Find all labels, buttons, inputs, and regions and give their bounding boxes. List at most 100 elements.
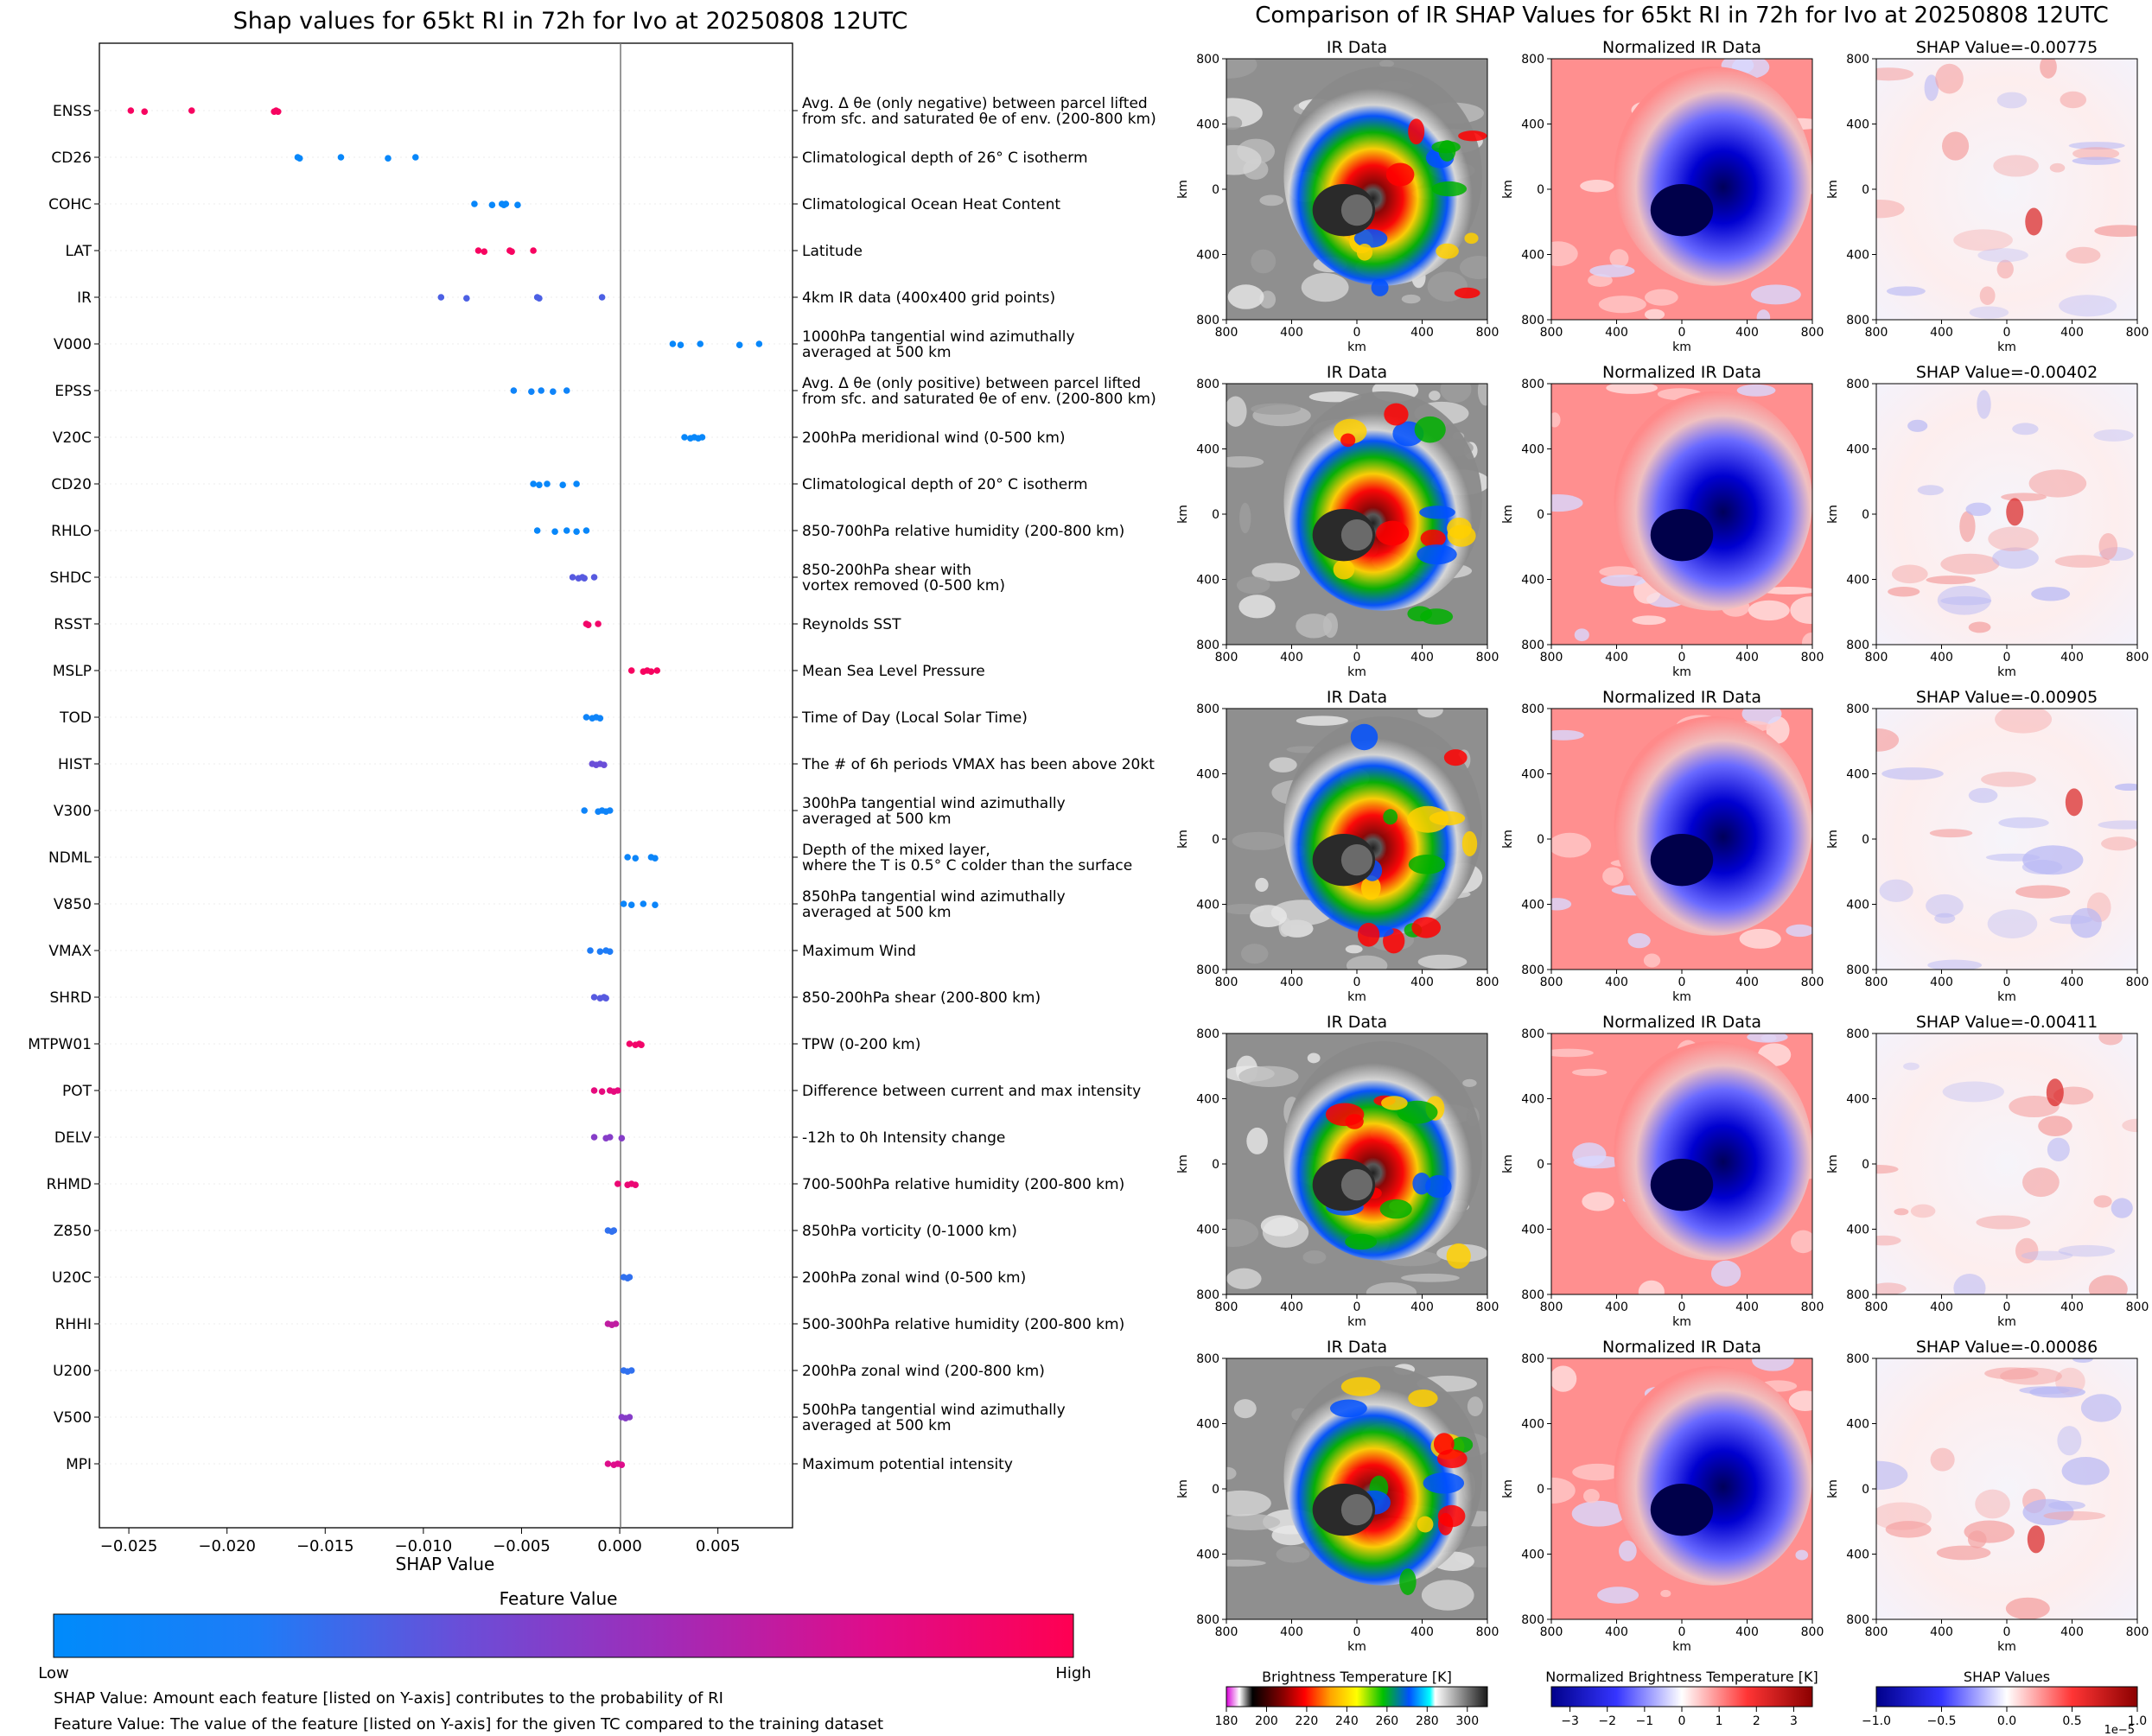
x-tick-label: 400	[1280, 1300, 1303, 1314]
panel-title: Normalized IR Data	[1602, 363, 1761, 382]
x-axis-label: km	[1997, 340, 2016, 354]
y-tick-label: 400	[1846, 768, 1869, 782]
y-tick-label: 800	[1846, 639, 1869, 652]
colorbar-tick-label: 1	[1716, 1714, 1723, 1728]
y-tick-label: 0	[1212, 1483, 1219, 1497]
x-tick-label: 0	[1353, 1625, 1361, 1639]
panel-shap-3: SHAP Value=-0.00905800800400400004004008…	[1826, 688, 2149, 1004]
feature-label-mpi: MPI	[66, 1456, 92, 1473]
colorbar-tick-label: 300	[1455, 1714, 1479, 1728]
x-tick-label: −0.025	[100, 1537, 158, 1555]
x-axis-label: km	[1672, 665, 1691, 679]
x-tick-label: −0.005	[493, 1537, 551, 1555]
y-tick-label: 0	[1862, 833, 1869, 847]
shap-point-vmax	[606, 948, 614, 955]
feature-description: -12h to 0h Intensity change	[802, 1129, 1005, 1147]
x-tick-label: 400	[1410, 976, 1434, 989]
x-tick-label: 800	[1540, 326, 1563, 340]
y-tick-label: 400	[1196, 1224, 1219, 1237]
y-tick-label: 800	[1521, 639, 1544, 652]
normalized-temp-colorbar: Normalized Brightness Temperature [K] −3…	[1545, 1669, 1818, 1728]
y-tick-label: 400	[1846, 899, 1869, 913]
panel-title: Normalized IR Data	[1602, 1013, 1761, 1032]
shap-point-mslp	[653, 667, 661, 674]
right-chart-title: Comparison of IR SHAP Values for 65kt RI…	[1255, 3, 2109, 29]
x-tick-label: 400	[1735, 1300, 1759, 1314]
x-tick-label: 800	[2126, 1300, 2149, 1314]
y-tick-label: 800	[1196, 1288, 1219, 1302]
shap-point-mtpw01	[638, 1041, 645, 1048]
y-tick-label: 800	[1196, 1613, 1219, 1627]
feature-description: TPW (0-200 km)	[801, 1036, 920, 1053]
shap-point-u200	[627, 1367, 635, 1374]
colorbar-tick-label: −1.0	[1862, 1714, 1891, 1728]
shap-point-rhlo	[563, 527, 570, 534]
y-axis-label: km	[1826, 1154, 1840, 1173]
colorbar-tick-label: −1	[1636, 1714, 1654, 1728]
x-axis-label: km	[1997, 990, 2016, 1004]
shap-point-mpi	[618, 1461, 626, 1468]
y-tick-label: 800	[1196, 53, 1219, 67]
y-tick-label: 0	[1212, 183, 1219, 197]
x-tick-label: 0	[1678, 1300, 1686, 1314]
x-tick-label: 800	[1540, 976, 1563, 989]
y-tick-label: 400	[1846, 118, 1869, 132]
x-tick-label: 400	[1605, 1625, 1628, 1639]
y-tick-label: 0	[1537, 1483, 1544, 1497]
x-tick-label: 400	[1280, 326, 1303, 340]
shap-point-cd26	[411, 154, 419, 161]
feature-label-u20c: U20C	[52, 1269, 92, 1287]
y-tick-label: 400	[1196, 768, 1219, 782]
shap-point-ndml	[632, 855, 640, 862]
shap-point-vmax	[596, 948, 604, 955]
y-tick-label: 800	[1846, 1613, 1869, 1627]
feature-description: averaged at 500 km	[802, 811, 952, 828]
y-tick-label: 800	[1196, 1352, 1219, 1366]
y-axis-label: km	[1176, 1154, 1190, 1173]
x-tick-label: 0.000	[597, 1537, 642, 1555]
x-tick-label: 400	[1605, 976, 1628, 989]
x-tick-label: 800	[1865, 1625, 1888, 1639]
x-axis-label: km	[1672, 340, 1691, 354]
x-tick-label: 400	[1605, 1300, 1628, 1314]
panel-norm-3: Normalized IR Data8008004004000040040080…	[1501, 688, 1824, 1004]
shap-point-rhmd	[632, 1181, 640, 1188]
feature-label-ir: IR	[77, 289, 92, 307]
shap-point-vmax	[587, 947, 594, 954]
feature-label-rsst: RSST	[54, 616, 92, 633]
colorbar-tick-label: 240	[1335, 1714, 1359, 1728]
feature-description: 500-300hPa relative humidity (200-800 km…	[802, 1316, 1124, 1333]
panel-title: Normalized IR Data	[1602, 688, 1761, 707]
y-tick-label: 800	[1846, 1288, 1869, 1302]
y-tick-label: 0	[1862, 508, 1869, 522]
shap-point-v000	[669, 340, 677, 347]
colorbar-high-label: High	[1055, 1664, 1091, 1682]
colorbar-tick-label: 1.0	[2128, 1714, 2147, 1728]
x-tick-label: 800	[1540, 651, 1563, 665]
colorbar-tick-label: 0	[1678, 1714, 1686, 1728]
shap-point-v000	[677, 341, 684, 349]
colorbar-tick-label: 2	[1753, 1714, 1760, 1728]
y-tick-label: 800	[1521, 1613, 1544, 1627]
x-tick-label: 0	[1353, 1300, 1361, 1314]
x-tick-label: 0	[1353, 651, 1361, 665]
feature-label-shdc: SHDC	[49, 569, 92, 587]
shap-point-pot	[614, 1087, 621, 1094]
y-tick-label: 400	[1846, 574, 1869, 588]
y-tick-label: 0	[1212, 833, 1219, 847]
shap-point-cd20	[559, 481, 566, 488]
y-axis-label: km	[1176, 505, 1190, 524]
normalized-temp-colorbar-title: Normalized Brightness Temperature [K]	[1545, 1669, 1818, 1685]
panel-title: IR Data	[1327, 363, 1387, 382]
panel-title: SHAP Value=-0.00775	[1916, 38, 2098, 57]
shap-point-v850	[652, 901, 659, 908]
feature-description: Latitude	[802, 243, 863, 260]
x-tick-label: 800	[1865, 1300, 1888, 1314]
x-axis-label: km	[1347, 340, 1366, 354]
x-tick-label: 400	[1280, 1625, 1303, 1639]
y-tick-label: 0	[1862, 1483, 1869, 1497]
swarm-plot-area	[99, 42, 793, 1529]
x-tick-label: −0.015	[296, 1537, 354, 1555]
panel-title: SHAP Value=-0.00402	[1916, 363, 2098, 382]
x-tick-label: 400	[2060, 326, 2084, 340]
